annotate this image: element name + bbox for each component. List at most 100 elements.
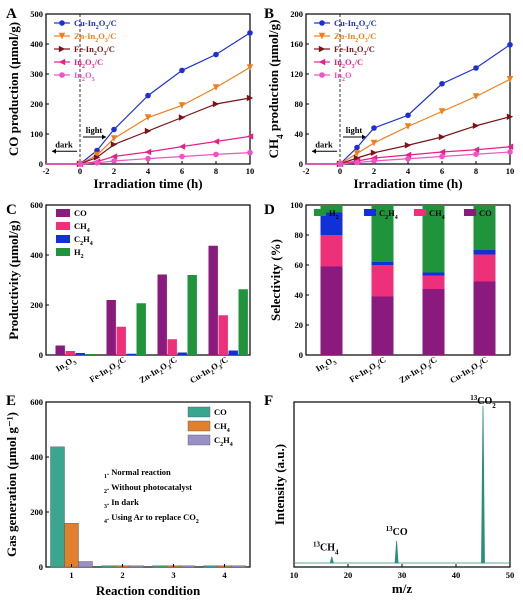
stack-c2h4-fe-in2o3-c	[371, 262, 394, 265]
legend-marker-in2o3-c	[58, 58, 66, 66]
bar-h2-zn-in2o3-c	[187, 275, 197, 355]
y-tick-label: 80	[295, 230, 304, 240]
data-point-zn-in2o3-c	[506, 76, 514, 83]
bar-co-cu-in2o3-c	[208, 245, 218, 355]
data-point-in2o3	[77, 161, 83, 167]
data-point-fe-in2o3-c	[353, 154, 361, 162]
data-point-fe-in2o3-c	[93, 154, 101, 161]
peak-13ch4	[329, 556, 334, 564]
peak-13co2	[481, 405, 485, 564]
legend-label-ch4: CH4	[214, 421, 230, 434]
y-tick-label: 0	[39, 350, 43, 360]
y-tick-label: 400	[30, 250, 43, 260]
data-point-fe-in2o3-c	[178, 114, 186, 121]
data-point-in2o3	[213, 151, 219, 158]
x-tick-label: 40	[452, 570, 461, 580]
light-annotation: light	[86, 125, 103, 135]
data-point-in2o3	[94, 160, 100, 166]
x-tick-label: 20	[344, 570, 353, 580]
y-tick-label: 600	[30, 200, 43, 210]
x-tick-label: 30	[398, 570, 407, 580]
bar-c2h4-in2o3	[75, 353, 85, 355]
legend-marker-fe-in2o3-c	[58, 45, 66, 53]
condition-note: 2. Without photocatalyst	[104, 482, 192, 495]
legend-label-c2h4: C2H4	[379, 208, 398, 221]
data-point-in2o3-c	[246, 133, 254, 140]
data-point-cu-in2o3-c	[507, 41, 513, 48]
x-axis-title: Reaction condition	[96, 583, 201, 598]
plot-frame	[305, 204, 511, 356]
y-axis-title: Gas generation (μmol g⁻¹)	[4, 412, 19, 557]
bar-co-fe-in2o3-c	[106, 300, 116, 355]
panel-letter-d: D	[264, 202, 275, 218]
legend-swatch-co	[187, 406, 211, 418]
data-point-cu-in2o3-c	[145, 92, 151, 99]
legend-swatch-c2h4	[187, 434, 211, 446]
dark-annotation: dark	[315, 139, 333, 149]
data-point-zn-in2o3-c	[178, 102, 186, 109]
data-point-in2o	[371, 158, 377, 164]
panel-letter-b: B	[264, 6, 274, 22]
y-tick-label: 60	[295, 260, 304, 270]
data-point-cu-in2o3-c	[179, 67, 185, 74]
x-tick-label: 6	[440, 166, 444, 176]
x-tick-label: 10	[246, 166, 255, 176]
y-tick-label: 20	[295, 320, 304, 330]
stack-c2h4-cu-in2o3-c	[473, 250, 496, 255]
x-category-label: 3	[171, 570, 175, 580]
bar-co-condition-4	[203, 565, 218, 568]
data-point-zn-in2o3-c	[370, 139, 378, 147]
x-tick-label: 2	[112, 166, 116, 176]
bar-h2-cu-in2o3-c	[238, 289, 248, 355]
stack-co-zn-in2o3-c	[422, 289, 445, 355]
series-line-in2o	[306, 151, 511, 165]
bar-ch4-condition-1	[64, 523, 79, 568]
data-point-zn-in2o3-c	[438, 108, 446, 115]
stack-ch4-zn-in2o3-c	[422, 275, 445, 289]
data-point-fe-in2o3-c	[438, 133, 446, 141]
bar-co-condition-1	[50, 446, 65, 568]
legend-label-ch4: CH4	[74, 221, 90, 234]
y-tick-label: 200	[30, 507, 43, 517]
bar-h2-fe-in2o3-c	[136, 303, 146, 355]
legend-swatch-h2	[314, 209, 326, 216]
y-axis-title: Productivity (μmol/g)	[6, 220, 21, 339]
x-category-label: 4	[222, 570, 227, 580]
legend-label-fe-in2o3-c: Fe-In2O3/C	[334, 44, 375, 57]
stack-h2-in2o3	[320, 205, 343, 213]
panel-letter-a: A	[6, 6, 17, 22]
data-point-in2o	[439, 153, 445, 160]
legend-label-cu-in2o3-c: Cu-In2O3/C	[74, 18, 117, 31]
x-tick-label: 10	[290, 570, 299, 580]
bar-co-condition-2	[101, 565, 116, 568]
legend-marker-fe-in2o3-c	[318, 45, 326, 53]
y-tick-label: 80	[295, 99, 304, 109]
x-tick-label: 0	[338, 166, 342, 176]
bar-c2h4-condition-2	[129, 565, 144, 568]
x-category-label: 1	[69, 570, 73, 580]
x-category-label: Zn-In2O3/C	[397, 354, 440, 387]
dark-arrow-head	[52, 148, 56, 154]
legend-label-co: CO	[479, 208, 492, 218]
legend-swatch-co	[464, 209, 476, 216]
legend-label-in2o3-c: In2O3/C	[334, 57, 363, 70]
legend-marker-cu-in2o3-c	[59, 20, 65, 26]
y-tick-label: 200	[290, 9, 303, 19]
data-point-cu-in2o3-c	[439, 80, 445, 87]
x-tick-label: 4	[146, 166, 151, 176]
y-tick-label: 100	[290, 200, 303, 210]
data-point-in2o3	[247, 149, 253, 156]
x-category-label: In2O3	[54, 354, 78, 376]
condition-note: 4. Using Ar to replace CO2	[104, 512, 199, 525]
dark-annotation: dark	[55, 139, 73, 149]
peak-13co	[394, 540, 399, 564]
x-axis-title: m/z	[392, 581, 412, 596]
data-point-in2o	[405, 155, 411, 162]
peak-label-13co2: 13CO2	[470, 394, 496, 410]
x-category-label: In2O3	[314, 354, 338, 376]
y-tick-label: 400	[30, 39, 43, 49]
stack-co-in2o3	[320, 266, 343, 355]
bar-h2-in2o3	[85, 354, 95, 355]
y-axis-title: Selectivity (%)	[268, 239, 283, 321]
chart-c-productivity: 0 200 400 600 Productivity (μmol/g) In2O3 Fe-I…	[6, 200, 251, 385]
